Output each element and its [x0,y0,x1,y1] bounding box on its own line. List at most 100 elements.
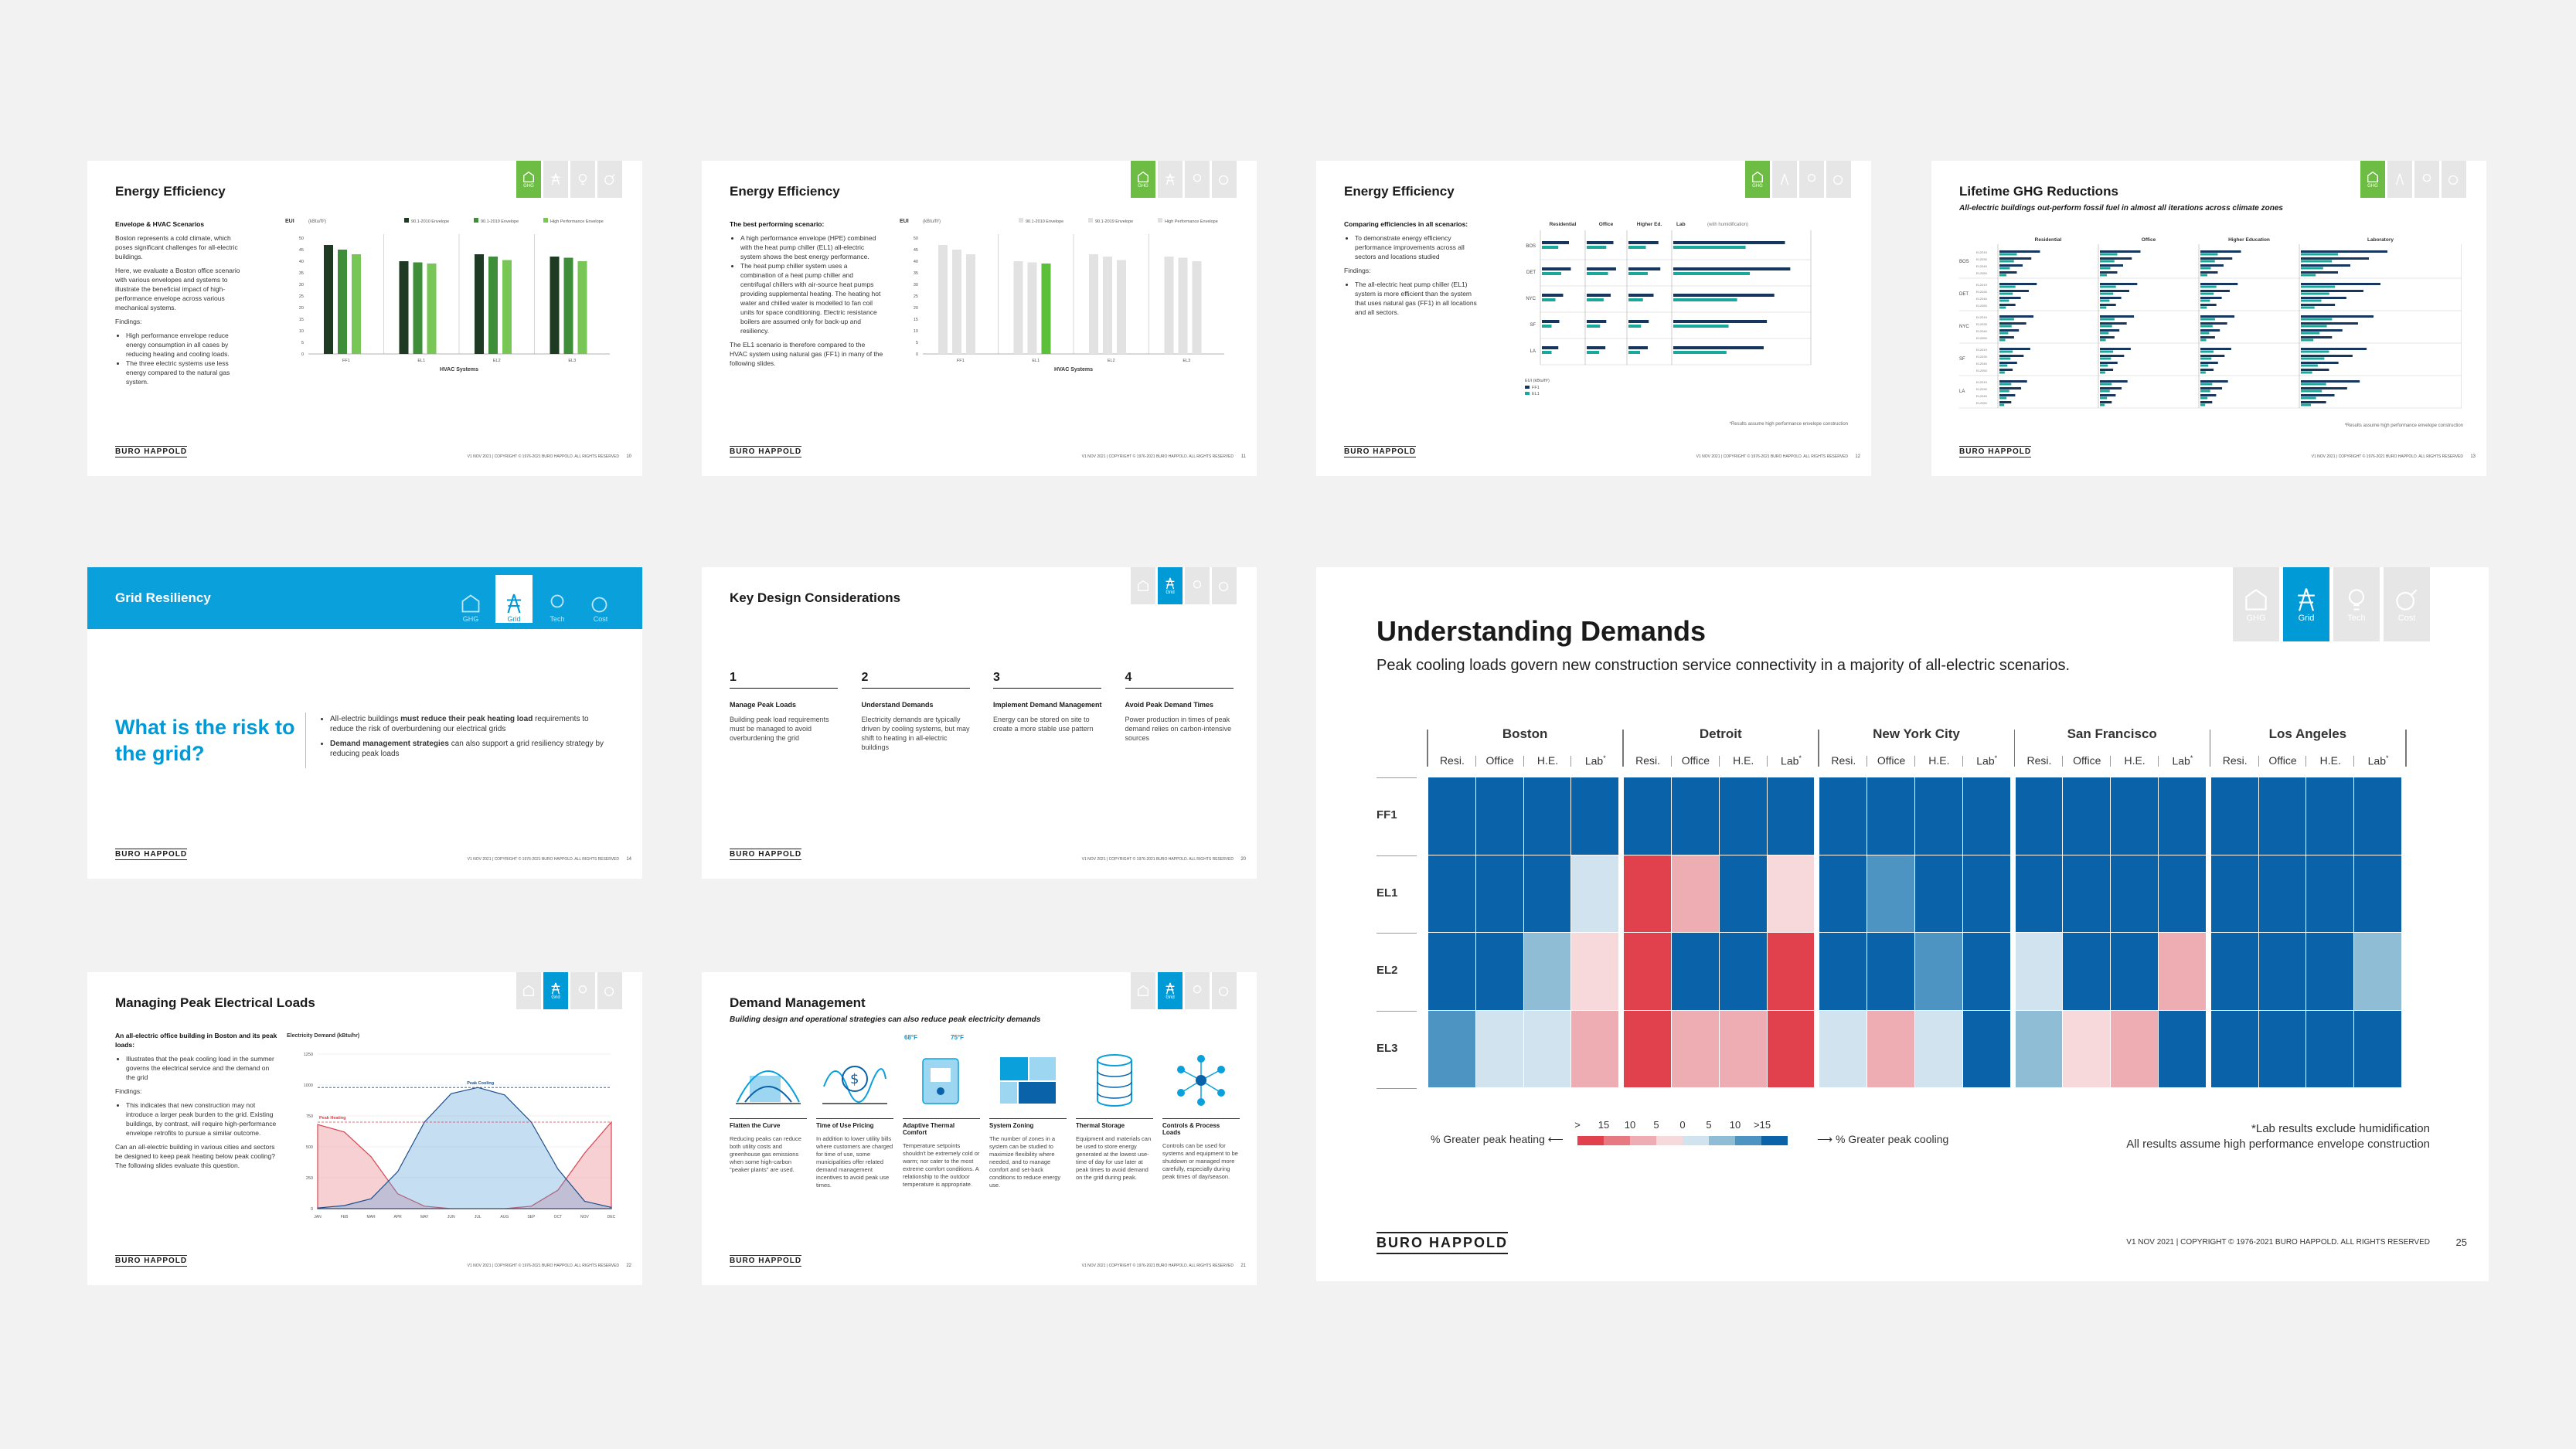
strategy-heading: Adaptive Thermal Comfort [903,1118,980,1136]
slide-managing-peak-loads[interactable]: Managing Peak Electrical Loads Grid An a… [87,972,642,1285]
item-heading: Understand Demands [861,701,934,709]
bar [2301,369,2329,371]
legend-swatch [1709,1136,1735,1145]
heatmap-cell [1428,777,1475,855]
sector-divider [1718,756,1720,767]
page-number: 25 [2455,1236,2467,1248]
bar [1673,320,1768,323]
heatmap-cell [1672,777,1719,855]
legend-swatch [1019,218,1023,223]
bar [2200,253,2218,256]
bar [1999,332,2009,335]
x-tick-label: EL1 [1032,359,1040,363]
footer-copyright: V1 NOV 2021 | COPYRIGHT © 1976-2021 BURO… [467,454,619,459]
bar [2100,260,2115,263]
bar [1178,257,1188,354]
slide-grid-resiliency[interactable]: Grid Resiliency GHG Grid Tech Cost What … [87,567,642,879]
bar [2100,348,2131,350]
paragraph: Boston represents a cold climate, which … [115,234,238,260]
legend-swatch [1088,218,1093,223]
bar [2200,336,2215,338]
slide-title: Understanding Demands [1376,615,1707,647]
bar [1587,267,1616,270]
footer-copyright: V1 NOV 2021 | COPYRIGHT © 1976-2021 BURO… [467,1264,619,1268]
sector-header: Higher Ed. [1637,222,1662,227]
tech-icon [1799,161,1824,198]
slide-demand-management[interactable]: Demand Management Building design and op… [702,972,1257,1285]
cost-icon [2442,161,2466,198]
bar [2200,304,2217,306]
legend-label: EL1 [1532,392,1540,396]
scenario-divider [1376,933,1417,934]
bar [2301,336,2333,338]
slide-lifetime-ghg[interactable]: Lifetime GHG Reductions All-electric bui… [1931,161,2486,476]
bar [1999,362,2017,364]
divider [305,713,306,768]
sector-label: Office [1485,754,1514,767]
legend-label: FF1 [1532,386,1540,390]
heatmap-cell [1867,855,1914,932]
bar [1587,272,1608,275]
legend-swatch [1683,1136,1709,1145]
slide-energy-efficiency-1[interactable]: Energy Efficiency GHG Envelope & HVAC Sc… [87,161,642,476]
slide-understanding-demands[interactable]: Understanding Demands Peak cooling loads… [1316,567,2489,1281]
bar [1999,253,2017,256]
grid-icon [2387,161,2412,198]
bar [2200,250,2241,253]
bar [2200,348,2231,350]
heatmap-cell [1719,1010,1767,1087]
heatmap-cell [1624,777,1671,855]
bar [1587,246,1607,249]
y-tick-label: 250 [306,1176,313,1181]
bar [2200,260,2215,263]
bar [2301,371,2312,374]
scenario-label: EL2030 [1976,257,1988,261]
heatmap-cell [1719,933,1767,1010]
slide-subtitle: Comparing efficiencies in all scenarios: [1344,220,1468,228]
item-text: Power production in times of peak demand… [1125,716,1232,742]
scenario-label: EL2040 [1976,394,1988,398]
heatmap-cell [2111,1010,2158,1087]
bar [2200,380,2228,383]
bullet: Demand management strategies can also su… [330,739,613,759]
bar [1999,355,2024,357]
bar [1542,272,1561,275]
bar [2200,338,2207,342]
bar [1587,294,1611,297]
heatmap-cell [1475,777,1523,855]
sector-divider [2305,756,2307,767]
bar [1673,298,1737,301]
footer-copyright: V1 NOV 2021 | COPYRIGHT © 1976-2021 BURO… [1696,454,1848,459]
consideration-item: 2 Understand Demands Electricity demands… [861,671,977,752]
item-number: 3 [993,671,1101,689]
heatmap-cell [1672,933,1719,1010]
bar [1192,261,1202,354]
legend-label: 90.1-2019 Envelope [481,219,519,224]
bar [2301,329,2343,332]
tech-icon [570,161,595,198]
bar [2100,264,2123,267]
scenario-label: FF1 [1376,808,1397,822]
heatmap-cell [1767,855,1815,932]
heatmap-cell [1819,1010,1867,1087]
bar [1587,320,1607,323]
bar [1999,357,2011,360]
slide-energy-efficiency-2[interactable]: Energy Efficiency GHG The best performin… [702,161,1257,476]
y-tick-label: 30 [914,283,918,287]
bar [2200,383,2213,386]
y-tick-label: 0 [311,1207,313,1212]
slide-energy-efficiency-3[interactable]: Energy Efficiency GHG Comparing efficien… [1316,161,1871,476]
bar [2301,348,2367,350]
bullet: To demonstrate energy efficiency perform… [1355,233,1479,261]
grid-icon: Grid [2283,567,2329,641]
bar [1542,351,1552,354]
bar [1999,403,2005,406]
x-tick-label: APR [393,1215,402,1219]
bar [1999,264,2023,267]
slide-key-design-considerations[interactable]: Key Design Considerations Grid 1 Manage … [702,567,1257,879]
strategy-item: Flatten the Curve Reducing peaks can red… [730,1048,807,1189]
city-label: DET [1959,292,1969,297]
bar [1999,290,2029,292]
sector-label: Resi. [1439,754,1465,767]
scenario-divider [1376,777,1417,778]
